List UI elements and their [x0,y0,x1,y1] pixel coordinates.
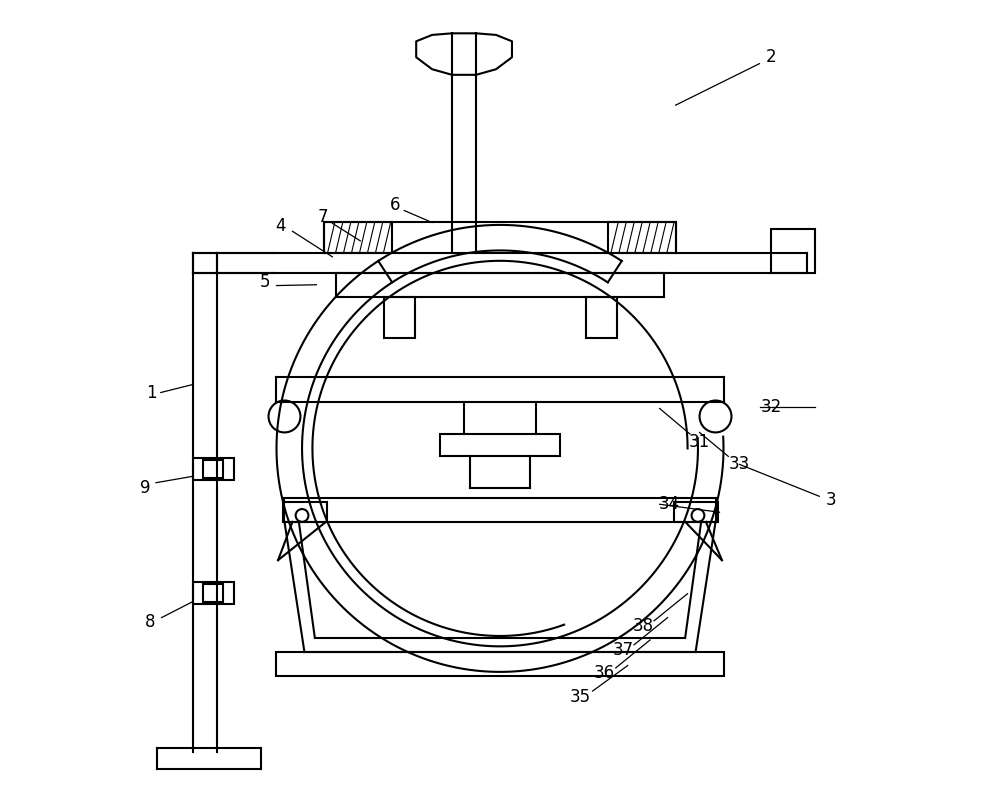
Bar [608,223,676,253]
Bar [771,229,815,273]
Text: 38: 38 [633,617,654,634]
Text: 7: 7 [318,208,328,226]
Text: 33: 33 [729,455,750,473]
Bar [324,223,392,253]
Text: 9: 9 [140,479,150,497]
Text: 34: 34 [659,495,680,513]
Text: 1: 1 [146,384,156,401]
Bar [203,584,223,602]
Bar [283,502,327,521]
Bar [674,502,718,521]
Text: 5: 5 [259,273,270,292]
Bar [276,652,724,676]
Bar [586,296,617,338]
Text: 4: 4 [275,218,286,235]
Text: 6: 6 [389,196,400,214]
Bar [203,461,223,478]
Bar [193,458,234,481]
Text: 32: 32 [761,398,782,416]
Bar [193,582,234,604]
Bar [384,296,415,338]
Text: 2: 2 [766,48,777,66]
Text: 36: 36 [593,665,614,682]
Text: 35: 35 [569,688,590,706]
Text: 3: 3 [826,491,837,509]
Bar [440,434,560,457]
Text: 31: 31 [689,433,710,451]
Text: 8: 8 [145,614,156,631]
Text: 37: 37 [613,641,634,658]
